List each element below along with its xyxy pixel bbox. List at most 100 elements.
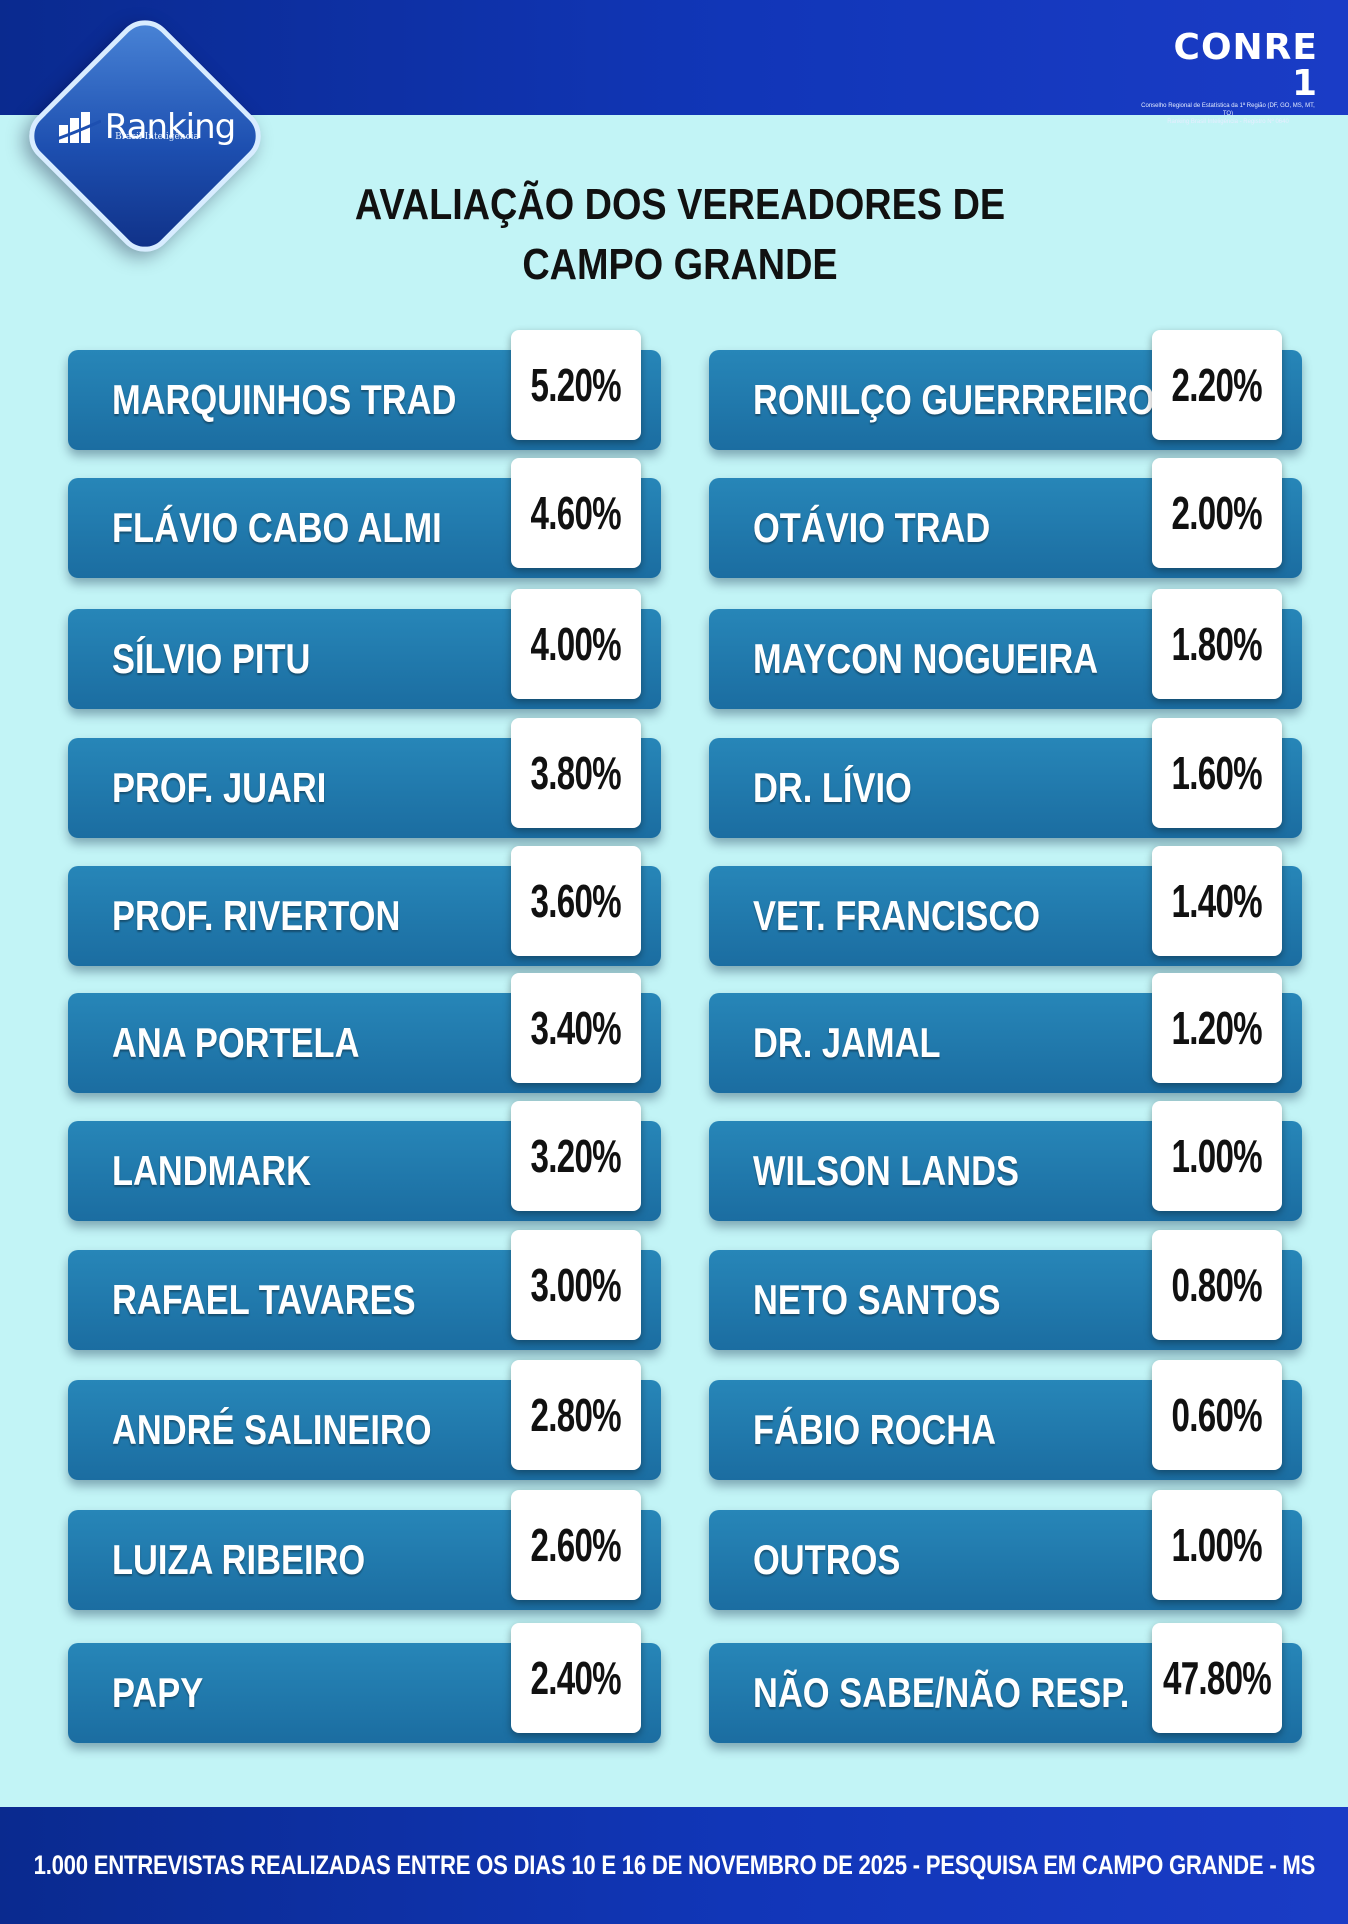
candidate-name: VET. FRANCISCO — [753, 892, 1041, 939]
candidate-name: MAYCON NOGUEIRA — [753, 635, 1099, 682]
candidate-name: ANDRÉ SALINEIRO — [112, 1406, 432, 1453]
ranking-row: MARQUINHOS TRAD 5.20% — [68, 330, 661, 450]
logo-subtext: Brasil Inteligência — [115, 132, 199, 142]
percentage-box: 4.00% — [511, 589, 641, 699]
percentage-value: 1.80% — [1171, 618, 1263, 670]
percentage-box: 0.80% — [1152, 1230, 1282, 1340]
candidate-name: ANA PORTELA — [112, 1019, 360, 1066]
title-line-2: CAMPO GRANDE — [522, 240, 838, 289]
ranking-row: ANA PORTELA 3.40% — [68, 973, 661, 1093]
percentage-box: 1.00% — [1152, 1490, 1282, 1600]
percentage-value: 4.00% — [530, 618, 622, 670]
percentage-box: 3.80% — [511, 718, 641, 828]
percentage-value: 47.80% — [1163, 1652, 1272, 1704]
percentage-value: 3.40% — [530, 1002, 622, 1054]
percentage-box: 4.60% — [511, 458, 641, 568]
percentage-value: 2.60% — [530, 1519, 622, 1571]
percentage-value: 1.00% — [1171, 1130, 1263, 1182]
percentage-value: 1.20% — [1171, 1002, 1263, 1054]
candidate-name: LANDMARK — [112, 1147, 311, 1194]
percentage-box: 0.60% — [1152, 1360, 1282, 1470]
candidate-name: WILSON LANDS — [753, 1147, 1019, 1194]
title-line-1: AVALIAÇÃO DOS VEREADORES DE — [354, 180, 1006, 229]
percentage-value: 2.20% — [1171, 359, 1263, 411]
ranking-row: VET. FRANCISCO 1.40% — [709, 846, 1302, 966]
ranking-row: MAYCON NOGUEIRA 1.80% — [709, 589, 1302, 709]
ranking-row: LANDMARK 3.20% — [68, 1101, 661, 1221]
logo-text: Ranking — [104, 107, 237, 147]
candidate-name: OUTROS — [753, 1536, 901, 1583]
conre-line-1: Conselho Regional de Estatística da 1ª R… — [1141, 103, 1315, 117]
percentage-box: 3.20% — [511, 1101, 641, 1211]
percentage-value: 3.80% — [530, 747, 622, 799]
ranking-row: FLÁVIO CABO ALMI 4.60% — [68, 458, 661, 578]
percentage-box: 2.00% — [1152, 458, 1282, 568]
percentage-value: 1.00% — [1171, 1519, 1263, 1571]
ranking-row: PROF. JUARI 3.80% — [68, 718, 661, 838]
candidate-name: PROF. JUARI — [112, 764, 327, 811]
ranking-row: WILSON LANDS 1.00% — [709, 1101, 1302, 1221]
percentage-box: 47.80% — [1152, 1623, 1282, 1733]
candidate-name: SÍLVIO PITU — [112, 635, 311, 682]
page-title: AVALIAÇÃO DOS VEREADORES DE CAMPO GRANDE — [95, 175, 1265, 295]
percentage-box: 3.60% — [511, 846, 641, 956]
percentage-box: 1.40% — [1152, 846, 1282, 956]
building-bars-icon — [56, 112, 101, 143]
ranking-row: NETO SANTOS 0.80% — [709, 1230, 1302, 1350]
ranking-row: DR. JAMAL 1.20% — [709, 973, 1302, 1093]
ranking-row: NÃO SABE/NÃO RESP. 47.80% — [709, 1623, 1302, 1743]
candidate-name: NÃO SABE/NÃO RESP. — [753, 1669, 1130, 1716]
percentage-value: 3.00% — [530, 1259, 622, 1311]
candidate-name: OTÁVIO TRAD — [753, 504, 991, 551]
ranking-row: FÁBIO ROCHA 0.60% — [709, 1360, 1302, 1480]
percentage-value: 2.40% — [530, 1652, 622, 1704]
candidate-name: DR. LÍVIO — [753, 764, 912, 811]
ranking-row: RAFAEL TAVARES 3.00% — [68, 1230, 661, 1350]
percentage-value: 3.20% — [530, 1130, 622, 1182]
percentage-box: 1.60% — [1152, 718, 1282, 828]
candidate-name: PROF. RIVERTON — [112, 892, 401, 939]
ranking-row: OTÁVIO TRAD 2.00% — [709, 458, 1302, 578]
candidate-name: DR. JAMAL — [753, 1019, 941, 1066]
percentage-box: 2.80% — [511, 1360, 641, 1470]
ranking-row: PROF. RIVERTON 3.60% — [68, 846, 661, 966]
percentage-box: 1.80% — [1152, 589, 1282, 699]
percentage-box: 2.60% — [511, 1490, 641, 1600]
footer-text: 1.000 ENTREVISTAS REALIZADAS ENTRE OS DI… — [33, 1850, 1315, 1880]
candidate-name: NETO SANTOS — [753, 1276, 1001, 1323]
candidate-name: MARQUINHOS TRAD — [112, 376, 457, 423]
percentage-box: 1.00% — [1152, 1101, 1282, 1211]
percentage-value: 4.60% — [530, 487, 622, 539]
conre-line-2: Ranking Brasil Inteligência - Registro N… — [1167, 119, 1289, 125]
percentage-box: 2.40% — [511, 1623, 641, 1733]
percentage-box: 5.20% — [511, 330, 641, 440]
percentage-box: 2.20% — [1152, 330, 1282, 440]
percentage-value: 0.80% — [1171, 1259, 1263, 1311]
percentage-value: 2.00% — [1171, 487, 1263, 539]
ranking-row: DR. LÍVIO 1.60% — [709, 718, 1302, 838]
percentage-value: 3.60% — [530, 875, 622, 927]
conre-logo: CONRE 1 Conselho Regional de Estatística… — [1138, 30, 1318, 126]
candidate-name: FÁBIO ROCHA — [753, 1406, 996, 1453]
ranking-row: RONILÇO GUERRREIRO 2.20% — [709, 330, 1302, 450]
percentage-value: 2.80% — [530, 1389, 622, 1441]
ranking-row: PAPY 2.40% — [68, 1623, 661, 1743]
percentage-box: 1.20% — [1152, 973, 1282, 1083]
ranking-row: SÍLVIO PITU 4.00% — [68, 589, 661, 709]
percentage-box: 3.00% — [511, 1230, 641, 1340]
percentage-value: 1.60% — [1171, 747, 1263, 799]
percentage-value: 0.60% — [1171, 1389, 1263, 1441]
ranking-row: OUTROS 1.00% — [709, 1490, 1302, 1610]
conre-title: CONRE 1 — [1173, 27, 1318, 104]
percentage-value: 1.40% — [1171, 875, 1263, 927]
footer-band: 1.000 ENTREVISTAS REALIZADAS ENTRE OS DI… — [0, 1807, 1348, 1924]
candidate-name: RAFAEL TAVARES — [112, 1276, 416, 1323]
candidate-name: RONILÇO GUERRREIRO — [753, 376, 1155, 423]
candidate-name: FLÁVIO CABO ALMI — [112, 504, 442, 551]
ranking-logo: Ranking — [56, 92, 236, 162]
ranking-row: ANDRÉ SALINEIRO 2.80% — [68, 1360, 661, 1480]
percentage-value: 5.20% — [530, 359, 622, 411]
ranking-row: LUIZA RIBEIRO 2.60% — [68, 1490, 661, 1610]
candidate-name: LUIZA RIBEIRO — [112, 1536, 366, 1583]
candidate-name: PAPY — [112, 1669, 204, 1716]
